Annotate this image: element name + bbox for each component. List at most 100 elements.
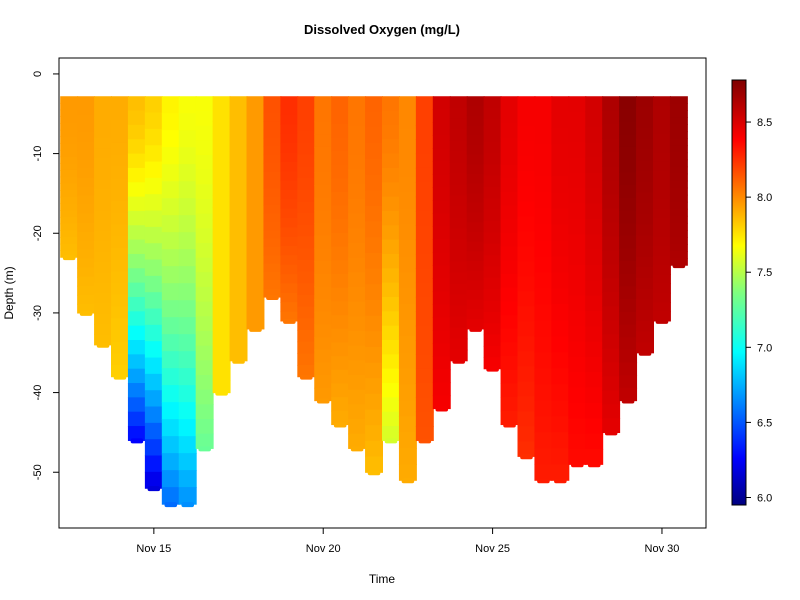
profile-26-segment xyxy=(500,96,519,111)
profile-31-segment xyxy=(585,96,604,113)
profile-2-tip xyxy=(96,342,110,348)
chart-title: Dissolved Oxygen (mg/L) xyxy=(304,22,460,37)
profile-14-segment xyxy=(297,306,316,319)
profile-33-segment xyxy=(619,261,638,275)
profile-2-segment xyxy=(94,324,113,336)
profile-10-segment xyxy=(229,316,248,329)
profile-25-segment xyxy=(483,243,502,256)
profile-25-segment xyxy=(483,289,502,302)
profile-3-segment xyxy=(111,131,129,144)
profile-17-segment xyxy=(348,360,367,376)
profile-27-segment xyxy=(517,291,536,307)
profile-27-segment xyxy=(517,276,536,292)
profile-7-segment xyxy=(178,113,197,131)
profile-2-segment xyxy=(94,272,113,284)
profile-36-segment xyxy=(669,96,688,104)
profile-24-segment xyxy=(466,261,485,272)
profile-15-segment xyxy=(314,146,333,161)
profile-35-segment xyxy=(652,124,671,135)
profile-28-segment xyxy=(534,432,553,449)
profile-30-segment xyxy=(568,126,587,143)
profile-21-segment xyxy=(415,153,434,169)
profile-34-segment xyxy=(636,96,654,108)
profile-29-segment xyxy=(551,112,570,129)
profile-4-segment xyxy=(127,124,146,140)
profile-30-segment xyxy=(568,188,587,205)
profile-3-segment xyxy=(111,329,129,343)
profile-36 xyxy=(669,96,688,269)
profile-32-segment xyxy=(602,180,621,195)
profile-36-segment xyxy=(669,103,688,111)
profile-8-segment xyxy=(195,374,214,391)
profile-19-segment xyxy=(382,296,400,312)
profile-14-segment xyxy=(297,271,316,284)
profile-21-segment xyxy=(415,253,434,269)
profile-11 xyxy=(246,96,265,332)
profile-17-segment xyxy=(348,140,367,156)
profile-8-segment xyxy=(195,140,214,156)
profile-29-segment xyxy=(551,160,570,177)
profile-8-segment xyxy=(195,433,214,449)
profile-2-segment xyxy=(94,282,113,294)
profile-1-segment xyxy=(77,294,96,305)
profile-10-segment xyxy=(229,283,248,296)
profile-6-segment xyxy=(161,487,180,505)
profile-15-segment xyxy=(314,134,333,148)
profile-1-segment xyxy=(77,303,96,314)
profile-6-segment xyxy=(161,334,180,352)
profile-15-tip xyxy=(316,398,330,404)
profile-32-segment xyxy=(602,138,621,153)
profile-25-segment xyxy=(483,232,502,245)
profile-6-segment xyxy=(161,317,180,335)
profile-36-segment xyxy=(669,201,688,210)
profile-26-segment xyxy=(500,301,519,316)
profile-18-segment xyxy=(365,221,383,238)
profile-16-segment xyxy=(331,369,350,385)
profile-35-segment xyxy=(652,292,671,303)
profile-2-segment xyxy=(94,199,113,211)
profile-31-segment xyxy=(585,356,604,373)
profile-32-segment xyxy=(602,96,621,111)
profile-4-segment xyxy=(127,239,146,255)
profile-17-segment xyxy=(348,404,367,420)
profile-31-segment xyxy=(585,448,604,465)
profile-31-tip xyxy=(587,462,601,468)
profile-10-segment xyxy=(229,173,248,185)
profile-9-segment xyxy=(212,157,231,171)
profile-11-segment xyxy=(246,135,265,146)
profile-16-segment xyxy=(331,410,350,426)
profile-22-segment xyxy=(432,122,451,136)
profile-35-segment xyxy=(652,302,671,313)
profile-28-segment xyxy=(534,192,553,209)
profile-29-segment xyxy=(551,96,570,113)
profile-19-segment xyxy=(382,182,400,198)
profile-10-segment xyxy=(229,217,248,230)
profile-11-segment xyxy=(246,202,265,214)
y-tick-label-2: -20 xyxy=(32,225,44,241)
profile-12-segment xyxy=(263,255,282,265)
profile-3 xyxy=(111,96,129,380)
profile-32-segment xyxy=(602,166,621,181)
profile-20-segment xyxy=(398,400,417,417)
profile-17-segment xyxy=(348,374,367,391)
profile-2-segment xyxy=(94,96,113,108)
profile-4-segment xyxy=(127,411,146,427)
profile-5 xyxy=(144,96,163,492)
profile-24-segment xyxy=(466,212,485,223)
profile-22-segment xyxy=(432,200,451,214)
profile-10-segment xyxy=(229,195,248,208)
profile-33-segment xyxy=(619,108,638,123)
profile-25-segment xyxy=(483,311,502,324)
profile-14-segment xyxy=(297,131,316,144)
profile-12-segment xyxy=(263,104,282,114)
colorbar-tick-label-4: 8.0 xyxy=(757,192,772,204)
profile-4-segment xyxy=(127,139,146,155)
profile-15-segment xyxy=(314,159,333,173)
profile-24-segment xyxy=(466,280,485,291)
profile-16-segment xyxy=(331,150,350,166)
profile-30-segment xyxy=(568,356,587,373)
profile-21-segment xyxy=(415,411,434,427)
profile-32 xyxy=(602,96,621,436)
profile-27-segment xyxy=(517,156,536,172)
profile-25-segment xyxy=(483,300,502,313)
